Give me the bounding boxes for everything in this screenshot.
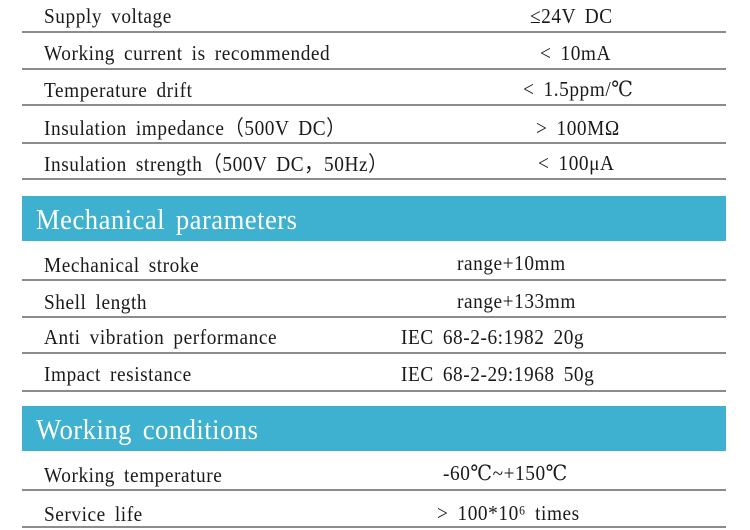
row-label: Insulation strength（500V DC，50Hz） <box>44 152 388 176</box>
divider <box>22 316 726 318</box>
divider <box>22 526 726 528</box>
divider <box>22 489 726 491</box>
row-value: > 100MΩ <box>536 116 620 140</box>
row-label: Impact resistance <box>44 362 192 386</box>
divider <box>22 390 726 392</box>
row-value: ≤24V DC <box>530 4 613 28</box>
divider <box>22 279 726 281</box>
divider <box>22 31 726 33</box>
section-header-mechanical: Mechanical parameters <box>22 196 726 241</box>
row-label: Insulation impedance（500V DC） <box>44 116 347 140</box>
row-value: -60℃~+150℃ <box>443 461 568 485</box>
row-value: range+10mm <box>457 251 566 275</box>
row-label: Shell length <box>44 290 148 314</box>
section-title: Working conditions <box>36 414 259 446</box>
divider <box>22 104 726 106</box>
row-label: Mechanical stroke <box>44 253 200 277</box>
row-value: IEC 68-2-29:1968 50g <box>401 362 595 386</box>
row-value: range+133mm <box>457 289 576 313</box>
row-label: Temperature drift <box>44 78 193 102</box>
divider <box>22 352 726 354</box>
row-value: < 1.5ppm/℃ <box>523 77 634 101</box>
row-value: < 100μA <box>538 151 615 175</box>
row-label: Supply voltage <box>44 4 172 28</box>
section-header-working: Working conditions <box>22 406 726 451</box>
row-label: Working current is recommended <box>44 41 331 65</box>
row-value: IEC 68-2-6:1982 20g <box>401 325 585 349</box>
row-value: > 100*10⁶ times <box>437 501 580 525</box>
divider <box>22 178 726 180</box>
row-label: Service life <box>44 502 143 526</box>
row-label: Anti vibration performance <box>44 325 278 349</box>
row-label: Working temperature <box>44 463 223 487</box>
divider <box>22 142 726 144</box>
section-title: Mechanical parameters <box>36 204 298 236</box>
divider <box>22 68 726 70</box>
row-value: < 10mA <box>540 41 612 65</box>
